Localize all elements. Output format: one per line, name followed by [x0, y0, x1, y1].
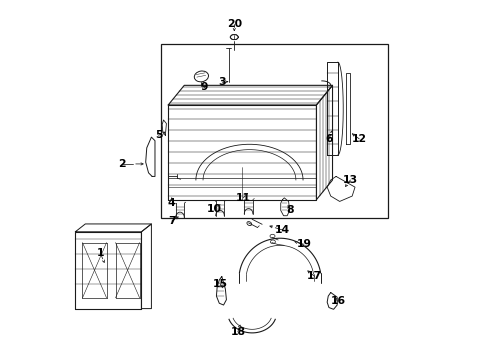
Text: 16: 16 [330, 296, 345, 306]
Text: 12: 12 [352, 134, 367, 144]
Text: 9: 9 [200, 82, 208, 92]
Text: 15: 15 [213, 279, 227, 289]
Text: 2: 2 [118, 159, 125, 169]
Text: 5: 5 [155, 130, 162, 140]
Text: 18: 18 [230, 327, 245, 337]
Text: 3: 3 [218, 77, 225, 87]
Text: 4: 4 [168, 198, 175, 208]
Bar [161, 44, 388, 217]
Text: 14: 14 [275, 225, 290, 235]
Text: 7: 7 [168, 216, 175, 226]
Text: 6: 6 [325, 134, 333, 144]
Text: 1: 1 [97, 248, 104, 258]
Text: 13: 13 [343, 175, 358, 185]
Text: 11: 11 [236, 193, 251, 203]
Text: 19: 19 [296, 239, 312, 249]
Text: 20: 20 [227, 18, 242, 28]
Text: 10: 10 [207, 203, 222, 213]
Text: 8: 8 [286, 205, 294, 215]
Text: 17: 17 [307, 271, 322, 282]
